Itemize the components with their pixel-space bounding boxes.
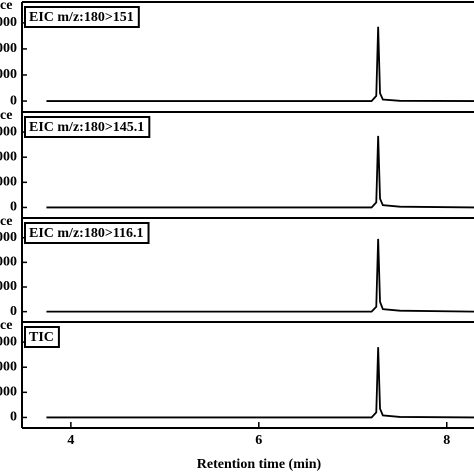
- y-tick-label: 0: [10, 304, 17, 319]
- chromatogram-line: [46, 347, 474, 419]
- y-tick-label: 000: [0, 255, 17, 270]
- y-tick-label: 000: [0, 385, 17, 400]
- annotation: EIC m/z:180>151: [29, 10, 134, 25]
- chromatogram-line: [46, 238, 474, 313]
- y-tick-label: 000: [0, 67, 17, 82]
- y-axis-label: ce: [0, 108, 12, 123]
- y-tick-label: 000: [0, 359, 17, 374]
- x-tick-label: 8: [443, 433, 450, 448]
- annotation-box: [24, 222, 150, 244]
- y-tick-label: 000: [0, 149, 17, 164]
- y-tick-label: 000: [0, 334, 17, 349]
- y-tick-label: 000: [0, 175, 17, 190]
- annotation: EIC m/z:180>116.1: [29, 226, 144, 241]
- chromatogram-line: [46, 26, 474, 102]
- y-axis-label: ce: [0, 214, 12, 229]
- x-tick-label: 4: [67, 433, 74, 448]
- y-tick-label: 000: [0, 230, 17, 245]
- annotation-box: [24, 116, 151, 138]
- y-axis-label: ce: [0, 0, 12, 13]
- y-tick-label: 0: [10, 93, 17, 108]
- chromatogram-line: [46, 135, 474, 209]
- annotation-box: [24, 326, 60, 348]
- x-axis-label: Retention time (min): [197, 457, 322, 472]
- y-tick-label: 000: [0, 124, 17, 139]
- x-tick-label: 6: [255, 433, 262, 448]
- y-tick-label: 0: [10, 200, 17, 215]
- annotation: TIC: [29, 330, 54, 345]
- y-tick-label: 000: [0, 279, 17, 294]
- y-tick-label: 0: [10, 410, 17, 425]
- annotation: EIC m/z:180>145.1: [29, 120, 144, 135]
- annotation-box: [24, 6, 140, 28]
- y-tick-label: 000: [0, 15, 17, 30]
- y-tick-label: 000: [0, 41, 17, 56]
- y-axis-label: ce: [0, 318, 12, 333]
